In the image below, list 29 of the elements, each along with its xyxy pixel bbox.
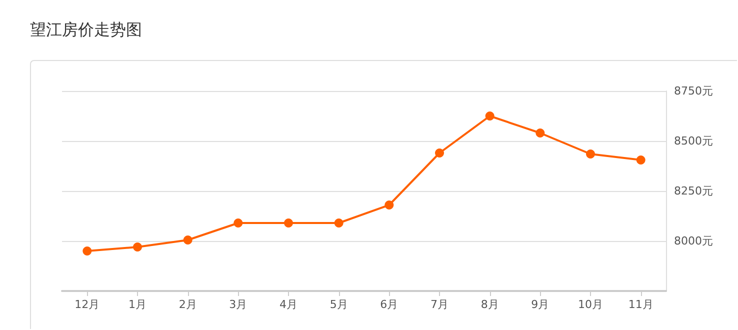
x-tick-label: 6月 bbox=[380, 298, 398, 311]
point bbox=[435, 148, 444, 158]
x-tick-label: 7月 bbox=[430, 298, 448, 311]
chart-title: 望江房价走势图 bbox=[30, 20, 142, 41]
point bbox=[586, 150, 595, 158]
point bbox=[284, 218, 293, 228]
point bbox=[183, 236, 192, 244]
x-tick-label: 4月 bbox=[280, 298, 298, 311]
point bbox=[133, 242, 142, 252]
x-tick-label: 1月 bbox=[128, 298, 146, 311]
point bbox=[384, 200, 394, 210]
x-tick-label: 11月 bbox=[628, 298, 654, 311]
x-tick-label: 3月 bbox=[229, 298, 248, 311]
point bbox=[485, 112, 494, 120]
x-tick-label: 8月 bbox=[480, 298, 499, 311]
point bbox=[82, 246, 92, 256]
point bbox=[234, 218, 243, 228]
y-tick-label: 8500元 bbox=[674, 134, 713, 148]
point bbox=[334, 218, 344, 228]
x-tick-label: 2月 bbox=[178, 298, 197, 311]
x-tick-label: 10月 bbox=[578, 298, 603, 311]
y-tick-label: 8250元 bbox=[674, 184, 713, 198]
x-tick-label: 9月 bbox=[531, 298, 550, 311]
x-tick-label: 5月 bbox=[330, 298, 348, 311]
point bbox=[636, 156, 646, 164]
x-tick-label: 12月 bbox=[74, 298, 100, 311]
point bbox=[536, 128, 545, 138]
y-tick-label: 8750元 bbox=[674, 84, 713, 98]
y-tick-label: 8000元 bbox=[674, 234, 713, 248]
